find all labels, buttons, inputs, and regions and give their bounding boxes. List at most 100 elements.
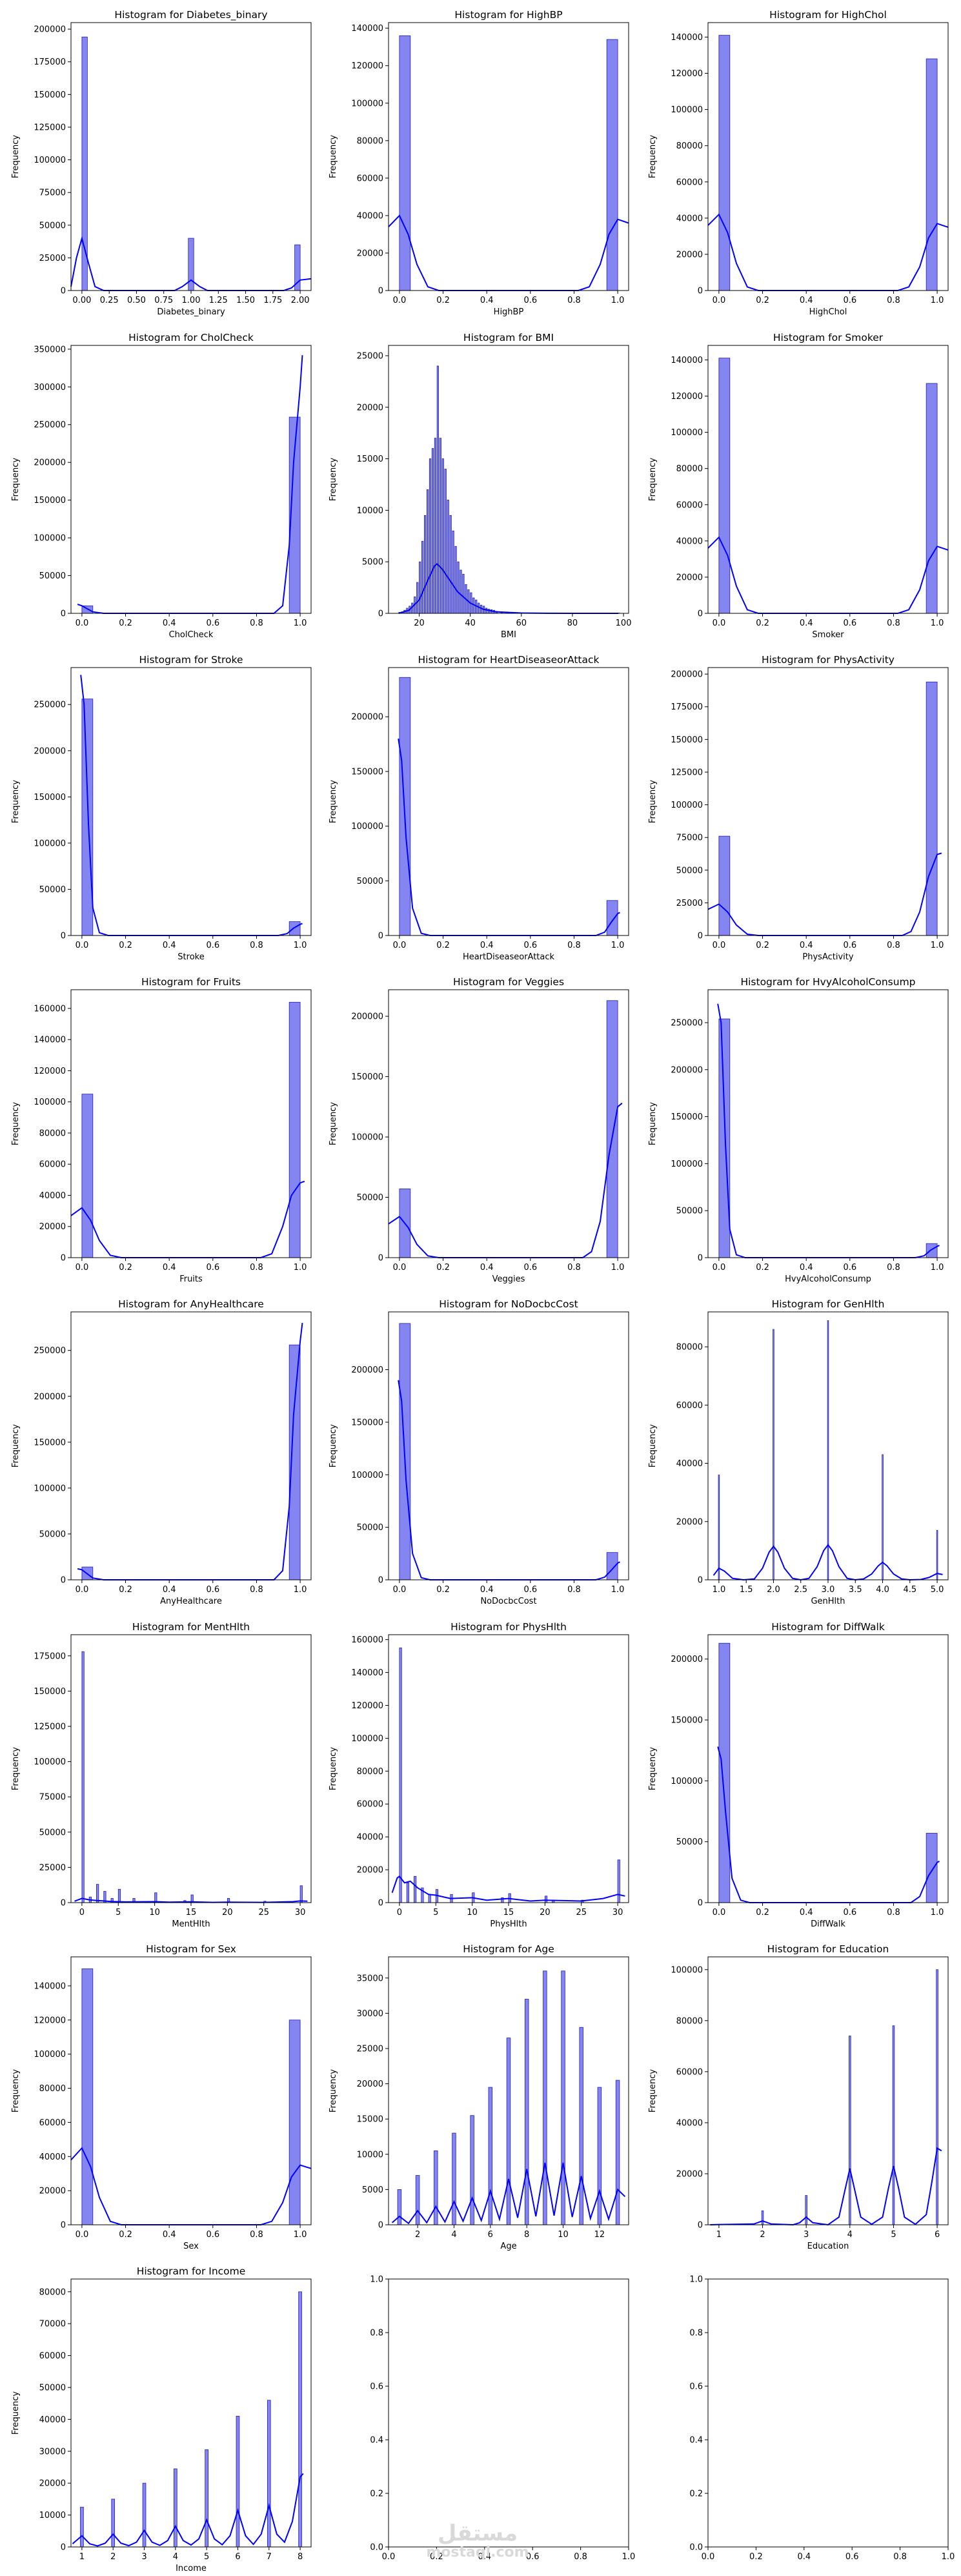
y-tick-label: 150000	[34, 90, 66, 100]
x-tick-label: 10	[149, 1908, 160, 1917]
x-tick-label: 2	[760, 2230, 765, 2240]
x-axis-label: Age	[500, 2242, 516, 2251]
histogram-bar	[434, 438, 437, 614]
x-axis-label: HeartDiseaseorAttack	[463, 952, 555, 962]
axes-frame	[388, 345, 629, 614]
x-axis-label: Education	[807, 2242, 849, 2251]
y-tick-label: 120000	[351, 61, 383, 71]
x-tick-label: 1.0	[931, 618, 944, 628]
y-axis-label: Frequency	[11, 1424, 21, 1467]
chart-panel: 0 5 10 15 20 25 30 0 25000 50000 75000 100000 125000…	[11, 1621, 312, 1929]
histogram-bar	[506, 2038, 511, 2225]
x-tick-label: 8	[298, 2552, 303, 2562]
histogram-bar	[399, 1647, 402, 1903]
axes-frame	[388, 1311, 629, 1580]
x-tick-label: 15	[503, 1908, 514, 1917]
y-tick-label: 150000	[671, 1716, 703, 1726]
x-tick-label: 0.6	[523, 1263, 537, 1273]
y-tick-label: 100000	[671, 1965, 703, 1975]
x-tick-label: 0.4	[163, 1585, 176, 1595]
axes-frame	[388, 1956, 629, 2225]
kde-curve	[70, 1180, 305, 1258]
x-axis-label: BMI	[501, 630, 516, 640]
x-axis-label: HvyAlcoholConsump	[785, 1274, 871, 1284]
kde-curve	[713, 1544, 943, 1581]
x-tick-label: 1.0	[611, 296, 625, 305]
y-tick-label: 70000	[39, 2320, 66, 2329]
y-tick-label: 250000	[34, 1346, 66, 1356]
x-tick-label: 0.6	[843, 1908, 856, 1917]
y-tick-label: 60000	[676, 178, 703, 187]
axes-frame	[707, 667, 949, 936]
histogram-bar	[452, 530, 454, 614]
y-tick-label: 100000	[671, 1777, 703, 1786]
histogram-bar	[424, 515, 427, 614]
y-tick-label: 0.6	[689, 2382, 703, 2392]
histogram-bar	[406, 1883, 409, 1903]
chart-panel: 0.0 0.2 0.4 0.6 0.8 1.0 0.0 0.2 0.4 0.6 0.8 1.0	[689, 2275, 955, 2562]
histogram-bar	[174, 2468, 177, 2548]
x-tick-label: 0.8	[250, 618, 263, 628]
x-axis-label: Fruits	[179, 1274, 203, 1284]
histogram-bar	[428, 1894, 431, 1903]
y-tick-label: 120000	[34, 1067, 66, 1076]
y-tick-label: 20000	[676, 2169, 703, 2179]
y-tick-label: 150000	[34, 1438, 66, 1447]
y-tick-label: 100000	[671, 801, 703, 810]
y-tick-label: 140000	[351, 1668, 383, 1678]
axes-frame	[70, 1311, 312, 1580]
x-tick-label: 0.4	[480, 1585, 494, 1595]
histogram-bar	[288, 921, 301, 936]
y-tick-label: 80000	[39, 2084, 66, 2094]
y-tick-label: 0	[698, 1576, 703, 1586]
x-tick-label: 0.8	[567, 941, 581, 950]
x-tick-label: 0.0	[393, 941, 407, 950]
histogram-bar	[488, 2087, 493, 2225]
y-tick-label: 200000	[671, 1065, 703, 1075]
axes-frame	[388, 1634, 629, 1903]
y-axis-label: Frequency	[648, 1424, 658, 1467]
y-tick-label: 100000	[351, 822, 383, 832]
x-tick-label: 5	[891, 2230, 896, 2240]
y-tick-label: 0	[61, 932, 66, 941]
histogram-bar	[462, 573, 465, 614]
x-tick-label: 0.4	[163, 1263, 176, 1273]
x-axis-label: Stroke	[177, 952, 204, 962]
chart-title: Histogram for PhysHlth	[450, 1621, 567, 1633]
y-tick-label: 50000	[357, 877, 383, 886]
y-tick-label: 20000	[676, 250, 703, 260]
x-tick-label: 2.0	[767, 1585, 780, 1595]
y-tick-label: 5000	[362, 2185, 383, 2195]
y-axis-label: Frequency	[329, 135, 338, 178]
histogram-bar	[460, 569, 462, 614]
x-tick-label: 1.0	[294, 941, 307, 950]
x-tick-label: 0.2	[756, 1908, 769, 1917]
kde-curve	[707, 536, 949, 614]
histogram-bar	[718, 1475, 720, 1580]
x-tick-label: 0.4	[800, 296, 813, 305]
y-tick-label: 100000	[34, 1098, 66, 1107]
x-tick-label: 2	[110, 2552, 116, 2562]
x-tick-label: 2	[415, 2230, 420, 2240]
histogram-bar	[449, 515, 452, 614]
chart-panel: 1.0 1.5 2.0 2.5 3.0 3.5 4.0 4.5 5.0 0 20000 40000 60…	[648, 1298, 949, 1606]
x-tick-label: 0.2	[756, 618, 769, 628]
y-axis-label: Frequency	[11, 135, 21, 178]
y-tick-label: 80000	[676, 141, 703, 151]
x-tick-label: 0.6	[523, 296, 537, 305]
y-tick-label: 60000	[676, 2067, 703, 2077]
chart-title: Histogram for NoDocbcCost	[439, 1298, 578, 1310]
chart-panel: 0.0 0.2 0.4 0.6 0.8 1.0 0 20000 40000 60000 80000 1…	[329, 9, 629, 317]
y-tick-label: 125000	[34, 1722, 66, 1732]
y-tick-label: 80000	[676, 464, 703, 474]
histogram-bar	[892, 2025, 895, 2225]
y-tick-label: 120000	[351, 1701, 383, 1711]
histogram-bar	[926, 1243, 938, 1258]
x-tick-label: 20	[222, 1908, 233, 1917]
histogram-bar	[926, 58, 938, 291]
y-axis-label: Frequency	[11, 2069, 21, 2112]
histogram-bar	[267, 2400, 271, 2548]
x-tick-label: 1.0	[931, 296, 944, 305]
x-tick-label: 0.4	[163, 618, 176, 628]
